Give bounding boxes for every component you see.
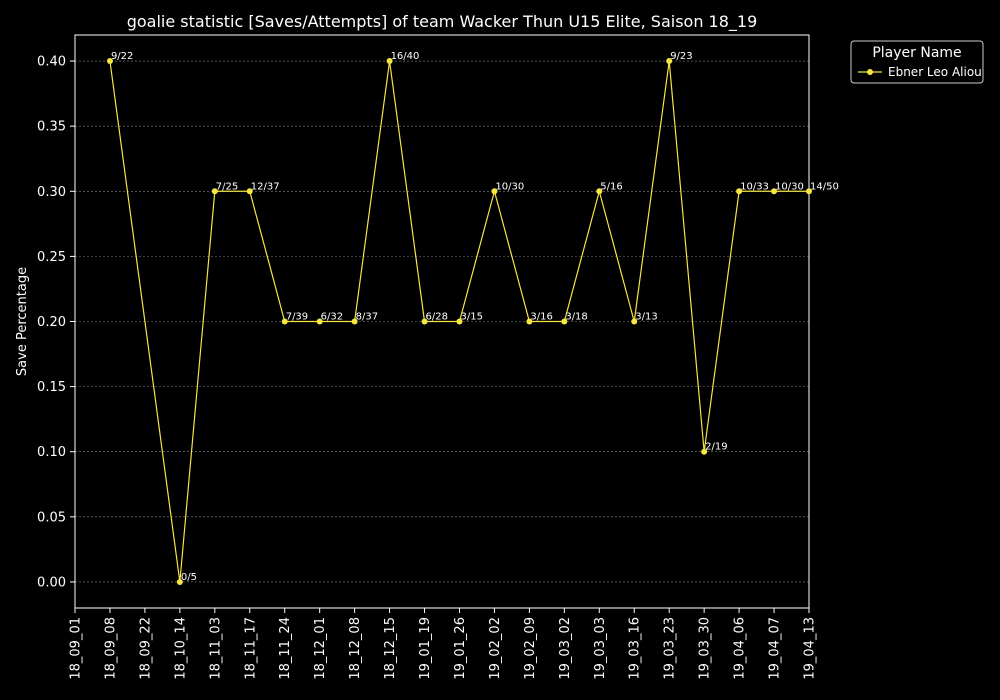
data-label: 3/15 — [460, 312, 482, 323]
x-tick-label: 19_03_30 — [698, 617, 713, 680]
x-tick-label: 19_01_26 — [453, 617, 468, 680]
y-tick-label: 0.35 — [37, 120, 66, 135]
data-label: 2/19 — [705, 442, 727, 453]
series-layer: 9/22 0/5 7/25 12/37 7/39 6/32 8/37 16/40 6/28 3/1… — [106, 51, 839, 585]
data-label: 9/22 — [111, 51, 133, 62]
data-point — [526, 318, 533, 325]
data-point — [281, 318, 288, 325]
series-line — [109, 60, 809, 583]
data-label: 7/25 — [216, 181, 238, 192]
chart-title: goalie statistic [Saves/Attempts] of tea… — [127, 12, 758, 32]
legend-marker-swatch — [867, 69, 873, 75]
data-label: 6/28 — [426, 312, 448, 323]
x-tick-label: 19_04_07 — [768, 617, 783, 680]
y-tick-label: 0.05 — [37, 510, 66, 525]
x-tick-label: 18_12_08 — [348, 617, 363, 680]
legend-title: Player Name — [872, 45, 961, 61]
data-label: 3/16 — [530, 312, 552, 323]
data-label: 10/30 — [775, 181, 804, 192]
y-axis-label: Save Percentage — [15, 267, 30, 376]
y-tick-label: 0.25 — [37, 250, 66, 265]
data-label: 3/18 — [565, 312, 587, 323]
data-point — [176, 578, 183, 585]
data-label: 8/37 — [356, 312, 378, 323]
x-tick-label: 19_03_16 — [628, 617, 643, 680]
x-tick-label: 19_04_06 — [733, 617, 748, 680]
data-label: 12/37 — [251, 181, 280, 192]
data-point — [316, 318, 323, 325]
data-label: 6/32 — [321, 312, 343, 323]
data-point — [491, 188, 498, 195]
legend: Player Name Ebner Leo Aliou — [850, 40, 984, 84]
x-tick-label: 18_11_03 — [208, 617, 223, 680]
x-tick-label: 19_02_09 — [523, 617, 538, 680]
data-point — [806, 188, 812, 195]
data-point — [106, 58, 113, 65]
x-tick-label: 19_03_02 — [558, 617, 573, 680]
data-point — [701, 448, 708, 455]
x-tick-label: 18_12_01 — [313, 617, 328, 680]
data-point — [246, 188, 253, 195]
data-point — [421, 318, 428, 325]
x-tick-label: 18_11_17 — [243, 617, 258, 680]
y-tick-label: 0.10 — [37, 445, 66, 460]
data-point — [736, 188, 743, 195]
y-tick-label: 0.30 — [37, 185, 66, 200]
x-tick-label: 18_10_14 — [173, 617, 188, 680]
legend-box — [850, 40, 984, 84]
data-label: 10/33 — [740, 181, 769, 192]
x-tick-label: 19_03_23 — [663, 617, 678, 680]
x-tick-label: 19_01_19 — [418, 617, 433, 680]
data-point — [456, 318, 463, 325]
data-label: 10/30 — [495, 181, 524, 192]
data-label: 9/23 — [670, 51, 692, 62]
x-tick-label: 18_09_01 — [69, 617, 84, 680]
x-tick-label: 19_04_13 — [803, 617, 818, 680]
data-point — [666, 58, 673, 65]
y-tick-label: 0.20 — [37, 315, 66, 330]
data-point — [561, 318, 568, 325]
data-label: 3/13 — [635, 312, 657, 323]
data-point — [771, 188, 778, 195]
data-label: 14/50 — [810, 181, 839, 192]
x-tick-label: 18_11_24 — [278, 617, 293, 680]
data-label: 7/39 — [286, 312, 308, 323]
data-label: 16/40 — [391, 51, 420, 62]
x-tick-label: 18_09_22 — [138, 617, 153, 680]
data-point — [211, 188, 218, 195]
x-axis: 18_09_01 18_09_08 18_09_22 18_10_14 18_11_03… — [69, 608, 818, 680]
data-point — [351, 318, 358, 325]
x-tick-label: 19_03_03 — [593, 617, 608, 680]
data-point — [596, 188, 603, 195]
y-tick-label: 0.40 — [37, 55, 66, 70]
y-axis: 0.00 0.05 0.10 0.15 0.20 0.25 0.30 0.35 0.40 — [37, 55, 75, 590]
data-label: 0/5 — [181, 572, 197, 583]
legend-entry-label: Ebner Leo Aliou — [888, 65, 982, 79]
x-tick-label: 18_09_08 — [103, 617, 118, 680]
x-tick-label: 18_12_15 — [383, 617, 398, 680]
data-point — [631, 318, 638, 325]
x-tick-label: 19_02_02 — [488, 617, 503, 680]
y-tick-label: 0.00 — [37, 575, 66, 590]
data-label: 5/16 — [600, 181, 622, 192]
y-tick-label: 0.15 — [37, 380, 66, 395]
data-point — [386, 58, 393, 65]
